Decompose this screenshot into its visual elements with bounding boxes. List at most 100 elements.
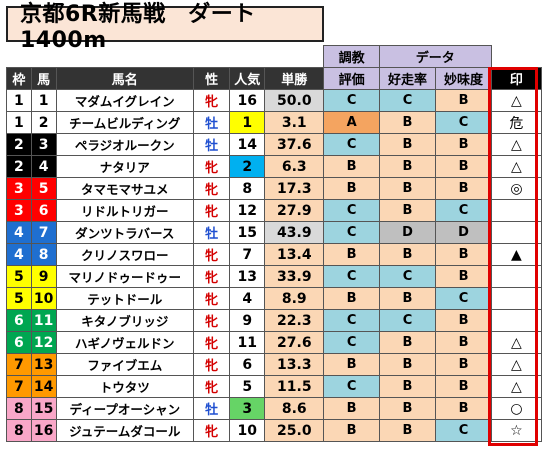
- rating-cell: B: [323, 397, 380, 420]
- popularity-cell: 13: [229, 265, 266, 288]
- table-row: 5 9 マリノドゥードゥー牝 13 33.9 C C B: [6, 265, 542, 288]
- horse-name: マダムイグレイン: [55, 89, 194, 112]
- header-waku: 枠: [6, 67, 32, 90]
- popularity-cell: 6: [229, 353, 266, 376]
- mark-cell: [490, 221, 542, 244]
- rating-cell: C: [323, 331, 380, 354]
- mark-cell: ☆: [490, 419, 542, 442]
- sex-cell: 牝: [192, 265, 231, 288]
- header-odds: 単勝: [264, 67, 325, 90]
- table-row: 3 5 タマモマサユメ牝 8 17.3 B B B ◎: [6, 177, 542, 200]
- mark-cell: ◎: [490, 177, 542, 200]
- win-rate-cell: B: [378, 287, 437, 310]
- waku-cell: 2: [6, 133, 32, 156]
- sex-cell: 牝: [192, 331, 231, 354]
- horse-name: リドルトリガー: [55, 199, 194, 222]
- uma-cell: 15: [30, 397, 57, 420]
- horse-name: ダンツトラバース: [55, 221, 194, 244]
- rating-cell: C: [323, 309, 380, 332]
- waku-cell: 8: [6, 419, 32, 442]
- mark-cell: △: [490, 353, 542, 376]
- odds-cell: 11.5: [264, 375, 325, 398]
- header-spacer-right: [491, 46, 541, 68]
- rating-cell: C: [323, 89, 380, 112]
- uma-cell: 14: [30, 375, 57, 398]
- win-rate-cell: B: [378, 353, 437, 376]
- taste-cell: C: [435, 287, 492, 310]
- header-mark: 印: [490, 67, 542, 90]
- popularity-cell: 2: [229, 155, 266, 178]
- waku-cell: 7: [6, 353, 32, 376]
- uma-cell: 3: [30, 133, 57, 156]
- sex-cell: 牝: [192, 89, 231, 112]
- odds-cell: 25.0: [264, 419, 325, 442]
- mark-cell: △: [490, 155, 542, 178]
- odds-cell: 13.4: [264, 243, 325, 266]
- waku-cell: 3: [6, 199, 32, 222]
- win-rate-cell: B: [378, 177, 437, 200]
- mark-cell: △: [490, 331, 542, 354]
- waku-cell: 6: [6, 309, 32, 332]
- horse-name: ナタリア: [55, 155, 194, 178]
- sex-cell: 牝: [192, 375, 231, 398]
- odds-cell: 43.9: [264, 221, 325, 244]
- sex-cell: 牡: [192, 221, 231, 244]
- waku-cell: 4: [6, 243, 32, 266]
- uma-cell: 13: [30, 353, 57, 376]
- taste-cell: D: [435, 221, 492, 244]
- sex-cell: 牝: [192, 309, 231, 332]
- popularity-cell: 8: [229, 177, 266, 200]
- popularity-cell: 4: [229, 287, 266, 310]
- mark-cell: [490, 265, 542, 288]
- popularity-cell: 12: [229, 199, 266, 222]
- table-row: 6 12 ハギノヴェルドン牝 11 27.6 C B B △: [6, 331, 542, 354]
- mark-cell: ▲: [490, 243, 542, 266]
- taste-cell: B: [435, 133, 492, 156]
- uma-cell: 1: [30, 89, 57, 112]
- table-row: 7 14 トウタツ牝 5 11.5 C B B △: [6, 375, 542, 398]
- waku-cell: 7: [6, 375, 32, 398]
- uma-cell: 8: [30, 243, 57, 266]
- odds-cell: 50.0: [264, 89, 325, 112]
- sex-cell: 牝: [192, 419, 231, 442]
- rating-cell: B: [323, 177, 380, 200]
- table-row: 8 15 ディープオーシャン牡 3 8.6 B B B ○: [6, 397, 542, 420]
- mark-cell: △: [490, 89, 542, 112]
- table-row: 7 13 ファイブエム牝 6 13.3 B B B △: [6, 353, 542, 376]
- sex-cell: 牝: [192, 287, 231, 310]
- table-row: 1 1 マダムイグレイン牝 16 50.0 C C B △: [6, 89, 542, 112]
- taste-cell: B: [435, 353, 492, 376]
- odds-cell: 3.1: [264, 111, 325, 134]
- waku-cell: 4: [6, 221, 32, 244]
- horse-name: ディープオーシャン: [55, 397, 194, 420]
- sex-cell: 牡: [192, 133, 231, 156]
- horse-name: トウタツ: [55, 375, 194, 398]
- sex-cell: 牝: [192, 199, 231, 222]
- odds-cell: 37.6: [264, 133, 325, 156]
- horse-name: マリノドゥードゥー: [55, 265, 194, 288]
- odds-cell: 27.6: [264, 331, 325, 354]
- odds-cell: 17.3: [264, 177, 325, 200]
- mark-cell: [490, 199, 542, 222]
- taste-cell: B: [435, 265, 492, 288]
- uma-cell: 4: [30, 155, 57, 178]
- horse-name: テットドール: [55, 287, 194, 310]
- rating-cell: B: [323, 353, 380, 376]
- popularity-cell: 10: [229, 419, 266, 442]
- win-rate-cell: B: [378, 419, 437, 442]
- taste-cell: B: [435, 155, 492, 178]
- win-rate-cell: B: [378, 397, 437, 420]
- table-row: 5 10 テットドール牝 4 8.9 B B C: [6, 287, 542, 310]
- rating-cell: C: [323, 199, 380, 222]
- table-row: 6 11 キタノブリッジ牝 9 22.3 C C B: [6, 309, 542, 332]
- win-rate-cell: B: [378, 375, 437, 398]
- sex-cell: 牡: [192, 111, 231, 134]
- uma-cell: 9: [30, 265, 57, 288]
- win-rate-cell: B: [378, 111, 437, 134]
- win-rate-cell: C: [378, 309, 437, 332]
- horse-name: タマモマサユメ: [55, 177, 194, 200]
- waku-cell: 8: [6, 397, 32, 420]
- taste-cell: C: [435, 199, 492, 222]
- taste-cell: C: [435, 111, 492, 134]
- taste-cell: C: [435, 419, 492, 442]
